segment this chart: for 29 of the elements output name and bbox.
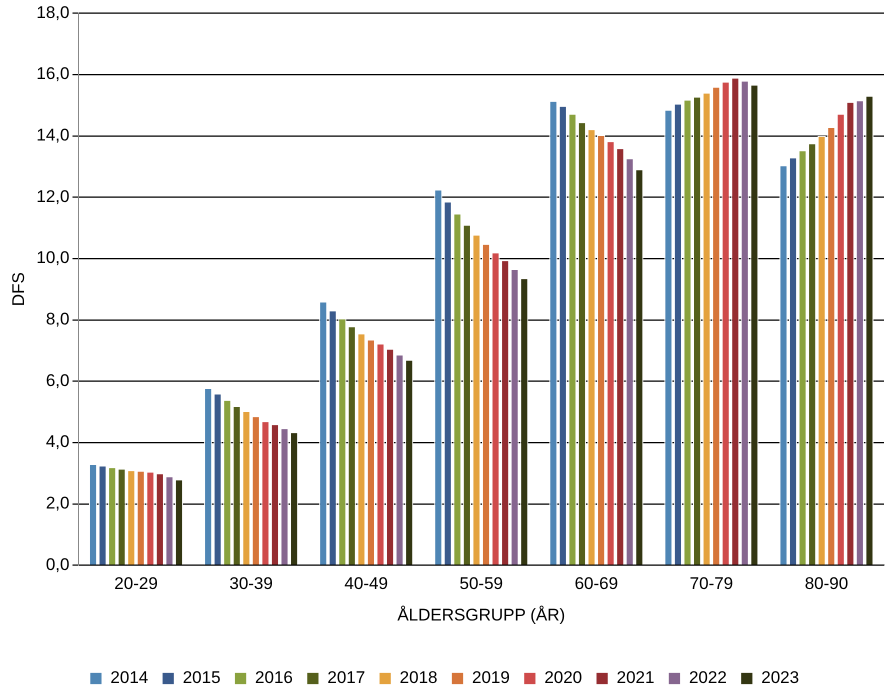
legend-label: 2020 — [544, 668, 582, 688]
y-tick-label: 6,0 — [46, 370, 70, 390]
legend-label: 2017 — [327, 668, 366, 688]
legend-label: 2016 — [255, 668, 293, 688]
legend-label: 2022 — [688, 668, 727, 688]
legend-label: 2023 — [761, 668, 800, 688]
x-tick-label: 20-29 — [114, 574, 158, 594]
legend-label: 2015 — [182, 668, 221, 688]
y-tick-label: 4,0 — [46, 432, 70, 452]
x-axis-title: ÅLDERSGRUPP (ÅR) — [397, 605, 566, 624]
y-tick-label: 12,0 — [36, 186, 70, 206]
legend-label: 2014 — [110, 668, 148, 688]
x-tick-label: 30-39 — [229, 574, 273, 594]
y-tick-label: 2,0 — [46, 494, 70, 513]
x-tick-label: 70-79 — [690, 574, 734, 594]
x-tick-label: 60-69 — [574, 574, 618, 594]
y-tick-label: 10,0 — [36, 248, 70, 268]
y-tick-label: 14,0 — [36, 126, 70, 145]
y-tick-label: 0,0 — [46, 554, 70, 574]
legend-label: 2019 — [472, 668, 510, 688]
x-tick-label: 40-49 — [344, 574, 388, 594]
y-tick-label: 16,0 — [36, 64, 70, 84]
y-tick-label: 8,0 — [46, 310, 70, 329]
x-tick-label: 80-90 — [804, 574, 848, 594]
y-axis-title: DFS — [8, 272, 28, 306]
legend-label: 2018 — [400, 668, 438, 688]
legend-label: 2021 — [616, 668, 654, 688]
y-tick-label: 18,0 — [36, 2, 70, 22]
x-tick-label: 50-59 — [460, 574, 503, 594]
